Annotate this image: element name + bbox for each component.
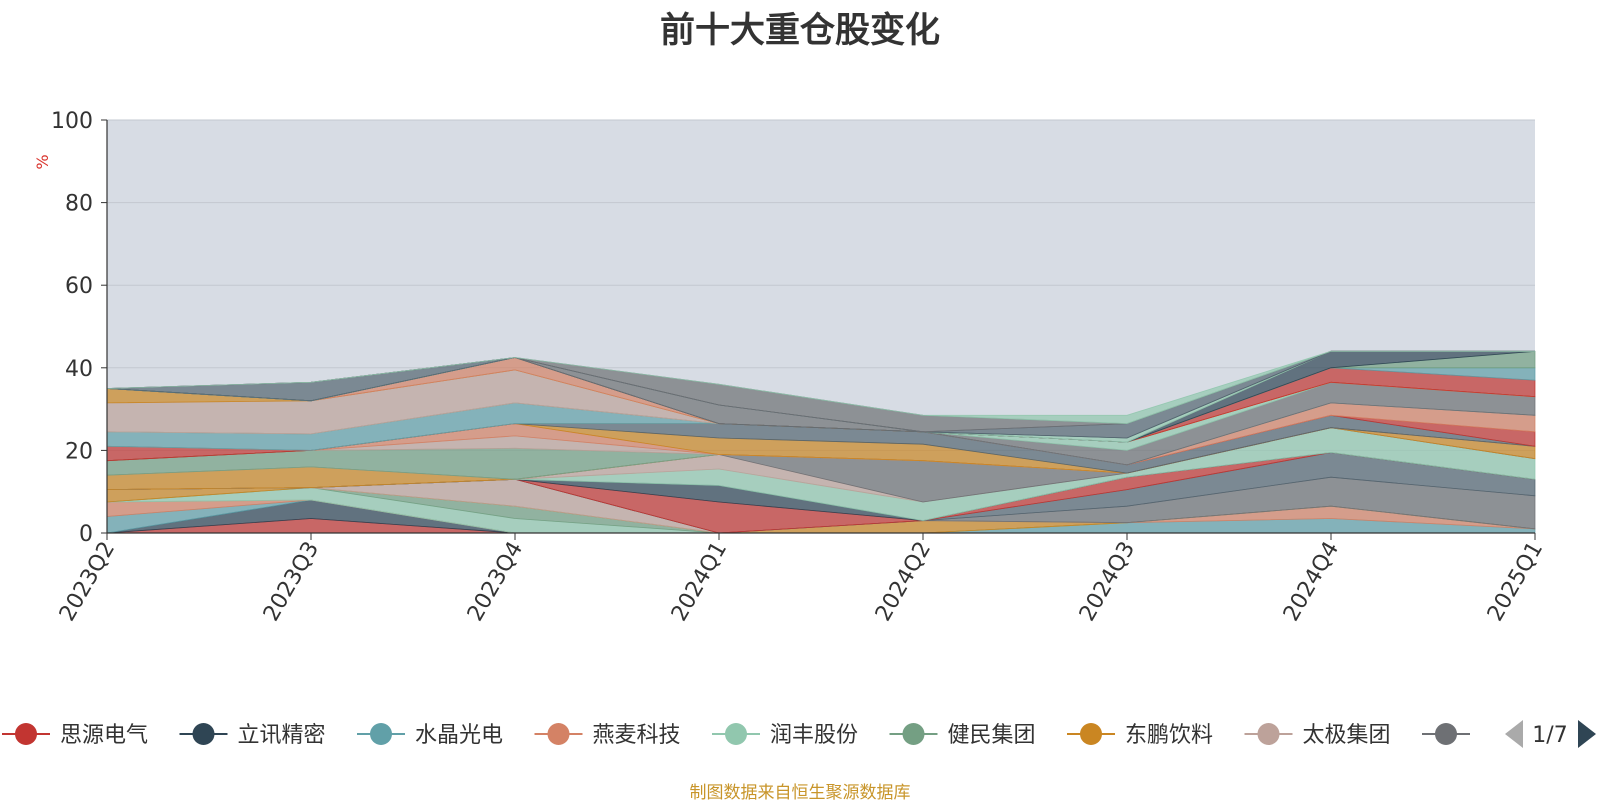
legend-item[interactable]: 健民集团 [889, 723, 1036, 748]
y-tick-label: 80 [65, 192, 93, 217]
chart-title: 前十大重仓股变化 [659, 11, 940, 51]
legend-label: 立讯精密 [238, 723, 326, 748]
legend-item[interactable]: 思源电气 [2, 723, 148, 748]
legend-item[interactable]: 东鹏饮料 [1067, 723, 1213, 748]
legend-prev-page-icon[interactable] [1505, 720, 1523, 748]
x-tick-label: 2023Q2 [55, 538, 120, 626]
x-tick-label: 2024Q3 [1075, 538, 1140, 626]
legend-label: 东鹏饮料 [1125, 723, 1213, 748]
legend-next-page-icon[interactable] [1578, 720, 1596, 748]
legend-marker [192, 723, 215, 745]
x-tick-label: 2024Q1 [667, 538, 732, 626]
source-note: 制图数据来自恒生聚源数据库 [689, 783, 911, 803]
legend-marker [547, 723, 570, 745]
y-tick-label: 100 [51, 109, 93, 134]
y-tick-label: 0 [79, 522, 93, 547]
area-series-39 [106, 350, 1535, 425]
legend-marker [1080, 723, 1102, 745]
legend-items: 思源电气 立讯精密 水晶光电 燕麦科技 润丰股份 健民集团 东鹏饮料 太极集团 [2, 723, 1470, 748]
y-tick-label: 60 [65, 274, 93, 299]
legend-item[interactable]: 太极集团 [1244, 723, 1391, 748]
legend-label: 健民集团 [948, 723, 1036, 748]
legend-label: 燕麦科技 [593, 723, 681, 748]
plot-area [106, 119, 1536, 534]
x-tick-label: 2023Q4 [463, 538, 528, 626]
legend-marker [1257, 723, 1280, 745]
legend-item[interactable]: 立讯精密 [179, 723, 326, 748]
legend-item[interactable] [1422, 723, 1470, 745]
legend-marker [370, 723, 392, 745]
x-tick-label: 2024Q4 [1279, 538, 1344, 626]
legend-marker [15, 723, 37, 745]
legend-label: 水晶光电 [415, 723, 503, 748]
legend-marker [1435, 723, 1457, 745]
x-tick-label: 2023Q3 [259, 538, 324, 626]
legend-label: 润丰股份 [770, 723, 858, 748]
legend-item[interactable]: 润丰股份 [712, 723, 858, 748]
legend-item[interactable]: 燕麦科技 [534, 723, 681, 748]
y-tick-label: 40 [65, 357, 93, 382]
legend-label: 太极集团 [1303, 723, 1391, 748]
y-axis-label: % [33, 154, 52, 169]
legend-marker [902, 723, 925, 745]
legend-item[interactable]: 水晶光电 [357, 723, 503, 748]
legend-page-indicator: 1/7 [1532, 723, 1567, 748]
x-tick-label: 2024Q2 [871, 538, 936, 626]
x-tick-label: 2025Q1 [1483, 538, 1548, 626]
y-tick-label: 20 [65, 439, 93, 464]
legend-label: 思源电气 [60, 723, 148, 748]
legend-marker [725, 723, 747, 745]
legend[interactable]: 思源电气 立讯精密 水晶光电 燕麦科技 润丰股份 健民集团 东鹏饮料 太极集团 1/7 [2, 720, 1596, 748]
